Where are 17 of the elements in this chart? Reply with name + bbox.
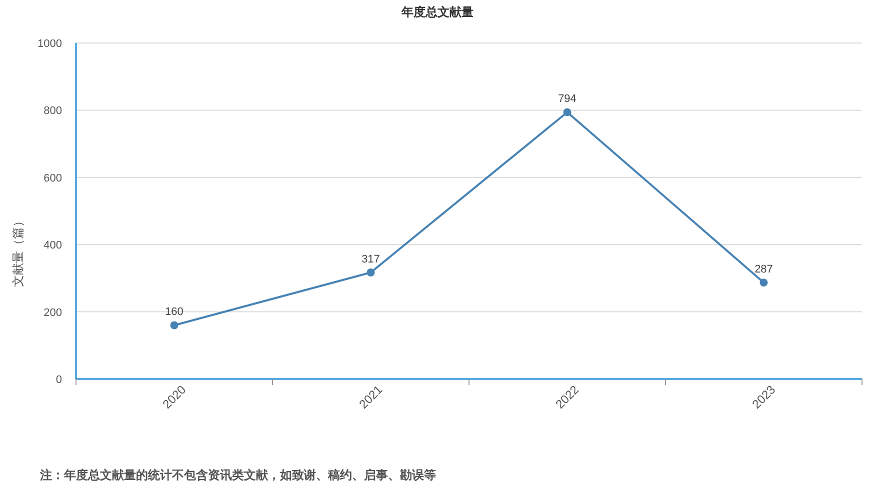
y-tick-label: 1000 (38, 38, 62, 50)
y-tick-label: 0 (56, 374, 62, 386)
y-tick-label: 800 (44, 105, 62, 118)
data-label: 160 (165, 306, 184, 318)
chart-title: 年度总文献量 (400, 5, 474, 19)
y-tick-label: 400 (44, 240, 62, 252)
point (366, 268, 375, 276)
y-tick-label: 600 (44, 172, 62, 184)
point (760, 278, 768, 287)
point (563, 108, 572, 116)
y-axis-title: 文献量（篇） (11, 215, 25, 287)
data-label: 287 (754, 264, 773, 276)
point (170, 321, 178, 330)
data-label: 317 (362, 253, 380, 266)
data-label: 794 (558, 93, 576, 106)
y-tick-label: 200 (44, 306, 62, 319)
text: 注：年度总文献量的统计不包含资讯类文献，如致谢、稿约、启事、勘误等 (39, 468, 436, 482)
